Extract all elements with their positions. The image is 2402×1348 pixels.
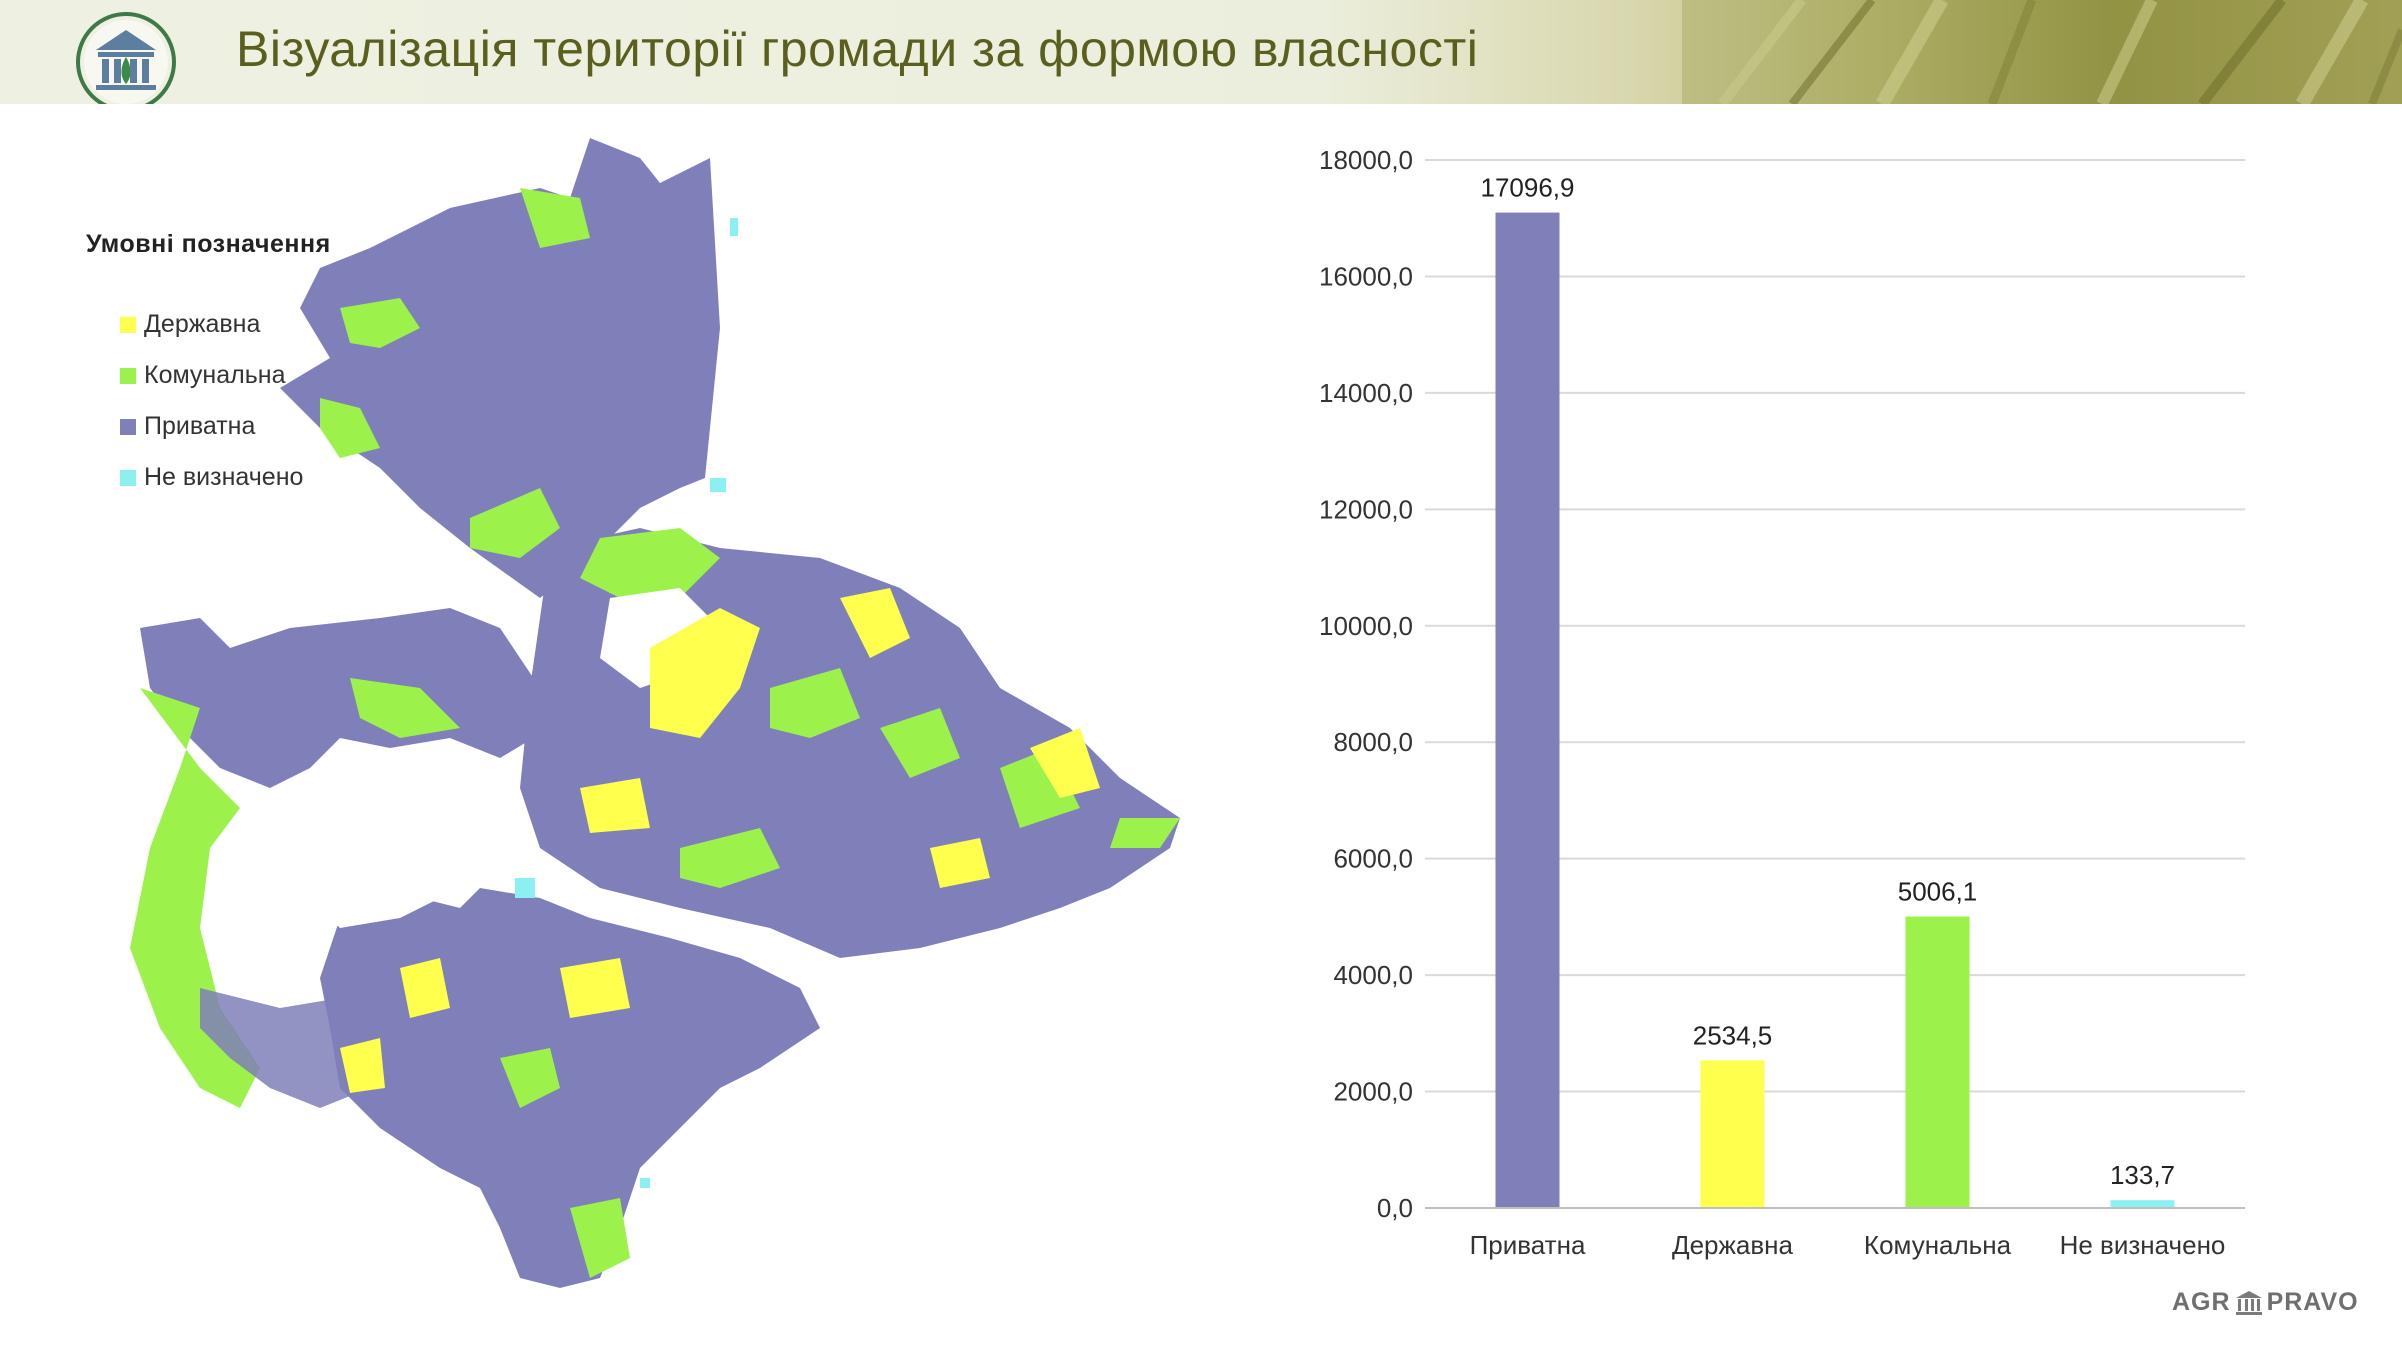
legend-label-private: Приватна [144, 412, 256, 440]
map-yellow-patch [580, 778, 650, 833]
data-label: 17096,9 [1481, 173, 1575, 203]
institution-logo-icon [76, 12, 176, 104]
agropravo-logo: AGR PRAVO [2172, 1288, 2359, 1317]
map-north-lobe [280, 138, 720, 598]
y-tick-label: 14000,0 [1319, 378, 1413, 408]
map-green-patch [1110, 818, 1180, 848]
legend-title: Умовні позначення [86, 230, 331, 258]
ownership-bar-chart: 0,0 2000,0 4000,0 6000,0 8000,0 10000,0 12000,… [1319, 145, 2245, 1260]
brand-text-right: PRAVO [2266, 1288, 2359, 1316]
map-green-patch [880, 708, 960, 778]
map-legend: Умовні позначення Державна Комунальна Пр… [86, 230, 331, 503]
x-tick-label: Приватна [1470, 1230, 1586, 1260]
map-green-patch [680, 828, 780, 888]
legend-swatch-undefined [120, 469, 136, 486]
map-yellow-patch [400, 958, 450, 1018]
legend-label-state: Державна [144, 310, 261, 338]
y-tick-label: 16000,0 [1319, 261, 1413, 291]
map-yellow-patch [560, 958, 630, 1018]
map-southwest-strip [200, 988, 380, 1108]
map-green-patch [770, 668, 860, 738]
x-tick-label: Комунальна [1864, 1230, 2012, 1260]
y-tick-label: 0,0 [1377, 1193, 1413, 1223]
map-yellow-patch [840, 588, 910, 658]
legend-label-communal: Комунальна [144, 361, 286, 389]
wheat-background-image [1682, 0, 2402, 104]
map-cyan-patch [515, 878, 535, 898]
data-label: 133,7 [2110, 1160, 2175, 1190]
map-west-green [130, 688, 260, 1108]
legend-item-undefined: Не визначено [86, 452, 331, 503]
legend-swatch-state [120, 316, 136, 333]
data-label: 5006,1 [1898, 877, 1978, 907]
map-west-lobe [140, 608, 550, 788]
header-banner: Візуалізація території громади за формою… [0, 0, 2402, 104]
legend-item-state: Державна [86, 299, 331, 350]
legend-swatch-private [120, 418, 136, 435]
y-tick-label: 8000,0 [1333, 727, 1413, 757]
map-cyan-patch [640, 1178, 650, 1188]
y-tick-label: 2000,0 [1333, 1077, 1413, 1107]
map-yellow-patch [340, 1038, 385, 1093]
x-tick-label: Державна [1672, 1230, 1794, 1260]
bar [1700, 1060, 1765, 1208]
territory-map [130, 138, 1180, 1288]
map-cyan-patch [730, 218, 738, 236]
legend-swatch-communal [120, 367, 136, 384]
map-green-patch [470, 488, 560, 558]
map-yellow-patch [930, 838, 990, 888]
y-tick-label: 12000,0 [1319, 494, 1413, 524]
map-yellow-patch [1030, 728, 1100, 798]
x-tick-label: Не визначено [2060, 1230, 2226, 1260]
map-south-lobe [320, 888, 820, 1288]
page-title: Візуалізація території громади за формою… [236, 21, 1479, 77]
legend-label-undefined: Не визначено [144, 463, 304, 491]
map-green-patch [320, 398, 380, 458]
y-tick-label: 18000,0 [1319, 145, 1413, 175]
y-tick-label: 10000,0 [1319, 611, 1413, 641]
bar [1495, 212, 1560, 1208]
map-green-patch [570, 1198, 630, 1278]
map-green-patch [350, 678, 460, 738]
map-green-patch [520, 188, 590, 248]
brand-text-left: AGR [2172, 1288, 2231, 1316]
data-label: 2534,5 [1693, 1020, 1773, 1050]
map-green-patch [500, 1048, 560, 1108]
bar [2110, 1200, 2175, 1208]
columns-icon [2235, 1290, 2262, 1315]
map-green-patch [340, 298, 420, 348]
map-green-patch [580, 528, 720, 598]
map-white-gap [290, 778, 480, 928]
map-cyan-patch [710, 478, 726, 492]
map-yellow-patch [650, 608, 760, 738]
y-tick-label: 6000,0 [1333, 844, 1413, 874]
legend-item-communal: Комунальна [86, 350, 331, 401]
y-tick-label: 4000,0 [1333, 960, 1413, 990]
bar [1905, 916, 1970, 1208]
legend-item-private: Приватна [86, 401, 331, 452]
